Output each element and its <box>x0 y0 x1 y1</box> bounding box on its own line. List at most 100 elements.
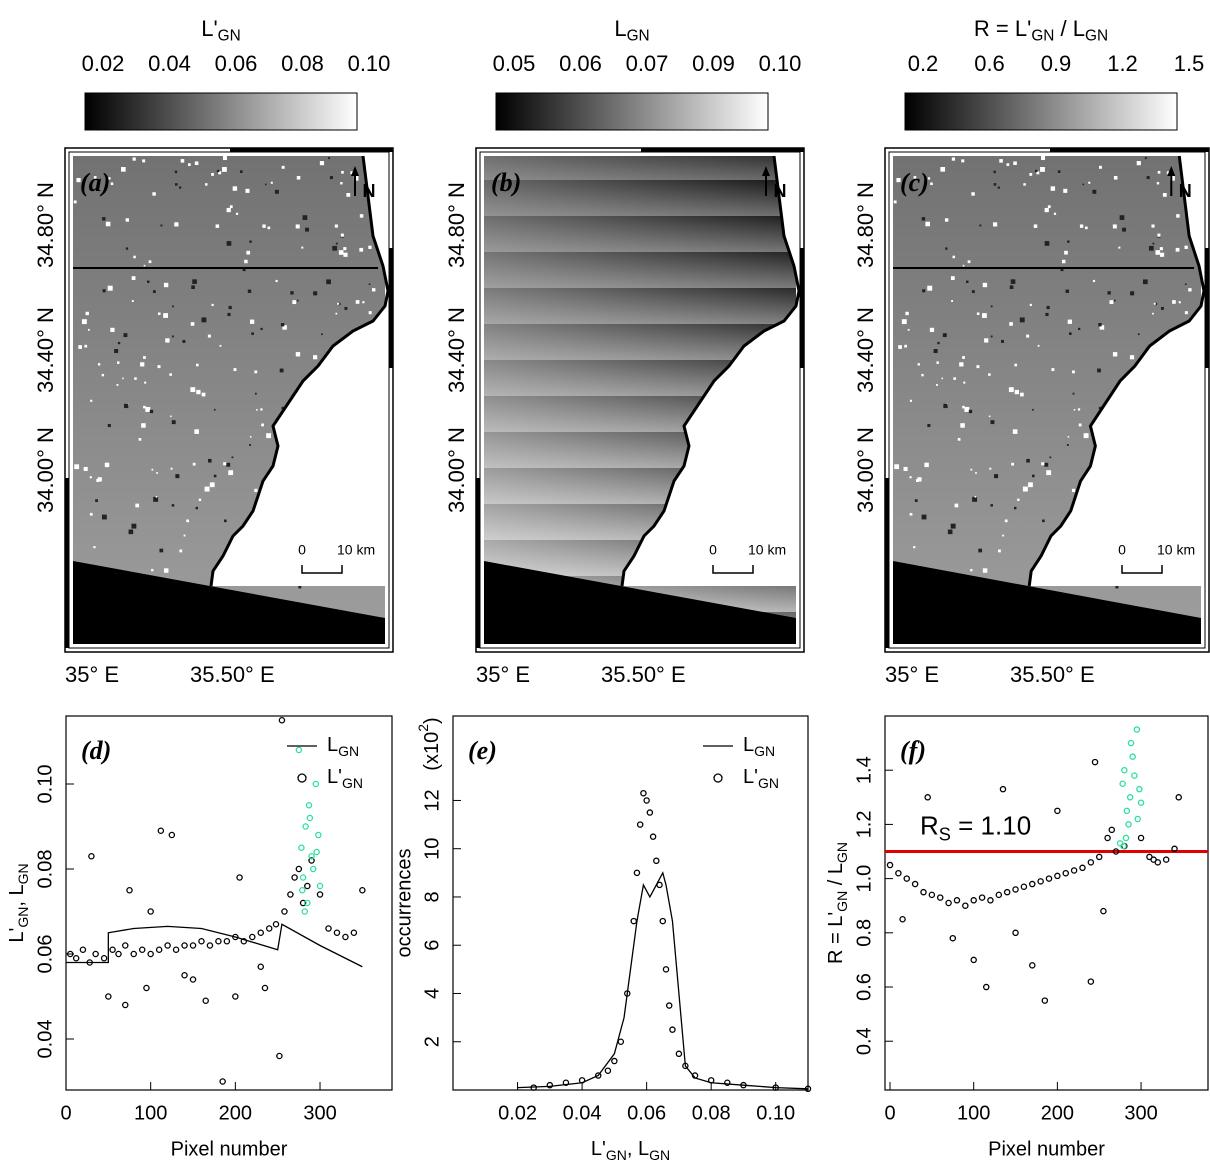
text-part: GN <box>1031 28 1054 45</box>
data-point <box>530 1084 537 1091</box>
map-speck <box>989 467 992 470</box>
map-speck <box>84 344 88 348</box>
colorbar-tick-label: 0.09 <box>692 51 735 76</box>
map-speck <box>201 392 206 397</box>
map-speck <box>1061 259 1066 264</box>
map-speck <box>343 247 347 251</box>
y-tick-label: 8 <box>421 891 443 902</box>
map-speck <box>219 344 222 347</box>
map-speck <box>142 159 146 163</box>
map-speck <box>1029 303 1032 307</box>
map-frame-inner <box>888 151 1206 649</box>
map-speck <box>1097 368 1101 373</box>
lon-label: 35.50° E <box>190 662 275 687</box>
map-speck <box>233 368 237 372</box>
data-point <box>999 785 1007 793</box>
map-speck <box>221 167 227 172</box>
legend-label: LGN <box>327 734 359 758</box>
map-speck <box>1157 233 1161 237</box>
data-point <box>675 1050 683 1058</box>
data-point <box>1154 859 1162 866</box>
map-speck <box>280 323 285 327</box>
north-label: N <box>363 181 376 201</box>
data-point <box>1087 978 1095 985</box>
map-speck <box>917 477 922 482</box>
colorbar-tick-label: 0.06 <box>215 51 258 76</box>
map-speck <box>909 512 913 516</box>
map-speck <box>1069 332 1072 335</box>
map-speck <box>104 462 110 468</box>
data-point <box>983 983 990 991</box>
map-speck <box>922 289 926 293</box>
map-speck <box>76 177 81 183</box>
map-speck <box>962 405 965 409</box>
map-speck <box>992 222 998 227</box>
data-point <box>287 891 294 898</box>
text-part: L' <box>743 766 758 788</box>
map-speck <box>990 335 993 338</box>
map-speck <box>921 373 924 377</box>
map-speck <box>179 549 183 553</box>
colorbar-title: LGN <box>614 16 649 45</box>
x-tick-label: 0.06 <box>627 1102 666 1124</box>
data-point <box>978 894 986 901</box>
x-axis-label: L'GN, LGN <box>591 1138 670 1162</box>
map-speck <box>110 182 114 186</box>
y-tick-label: 0.6 <box>853 973 875 1001</box>
data-point <box>122 1001 129 1009</box>
data-point <box>261 984 269 992</box>
colorbar-tick-label: 0.06 <box>559 51 602 76</box>
data-point <box>962 902 969 909</box>
data-point <box>1137 799 1145 806</box>
map-speck <box>1071 488 1076 493</box>
text-part: L' <box>201 16 217 41</box>
map-speck <box>125 218 130 222</box>
data-point <box>168 831 176 839</box>
data-point <box>147 908 154 915</box>
y-tick-label: 1.2 <box>853 810 875 838</box>
map-speck <box>213 474 217 478</box>
data-point <box>1108 826 1116 834</box>
map-speck <box>950 276 955 280</box>
reference-label: RS = 1.10 <box>920 810 1031 844</box>
data-point <box>1079 864 1086 872</box>
map-speck <box>1017 498 1020 502</box>
map-speck <box>224 519 227 523</box>
map-speck <box>135 503 140 508</box>
data-point <box>1121 766 1128 774</box>
map-speck <box>1151 224 1155 228</box>
map-speck <box>1014 389 1019 395</box>
map-speck <box>1040 167 1045 172</box>
data-point <box>617 1038 625 1045</box>
map-speck <box>207 458 212 463</box>
map-speck <box>1112 352 1118 357</box>
data-point <box>305 802 313 809</box>
map-speck <box>1160 306 1164 310</box>
map-speck <box>1044 241 1050 246</box>
map-speck <box>131 300 134 303</box>
map-speck <box>152 290 156 294</box>
map-speck <box>353 176 359 181</box>
text-part: GN <box>754 743 775 759</box>
data-point <box>236 874 243 881</box>
map-speck <box>211 172 214 176</box>
map-speck <box>355 300 360 304</box>
map-speck <box>1067 319 1073 324</box>
data-point <box>181 942 188 949</box>
data-point <box>970 956 977 964</box>
data-point <box>359 887 366 894</box>
data-point <box>1122 834 1130 842</box>
map-speck <box>960 423 965 428</box>
map-speck <box>274 189 279 194</box>
map-speck <box>925 221 930 227</box>
map-speck <box>338 302 341 306</box>
map-speck <box>940 166 946 172</box>
map-speck <box>982 568 988 573</box>
map-speck <box>907 328 910 331</box>
frame-bar <box>476 478 480 648</box>
map-speck <box>156 472 158 474</box>
map-speck <box>1026 458 1030 463</box>
map-speck <box>1037 344 1040 347</box>
x-tick-label: 0.02 <box>498 1102 537 1124</box>
map-speck <box>952 255 956 259</box>
